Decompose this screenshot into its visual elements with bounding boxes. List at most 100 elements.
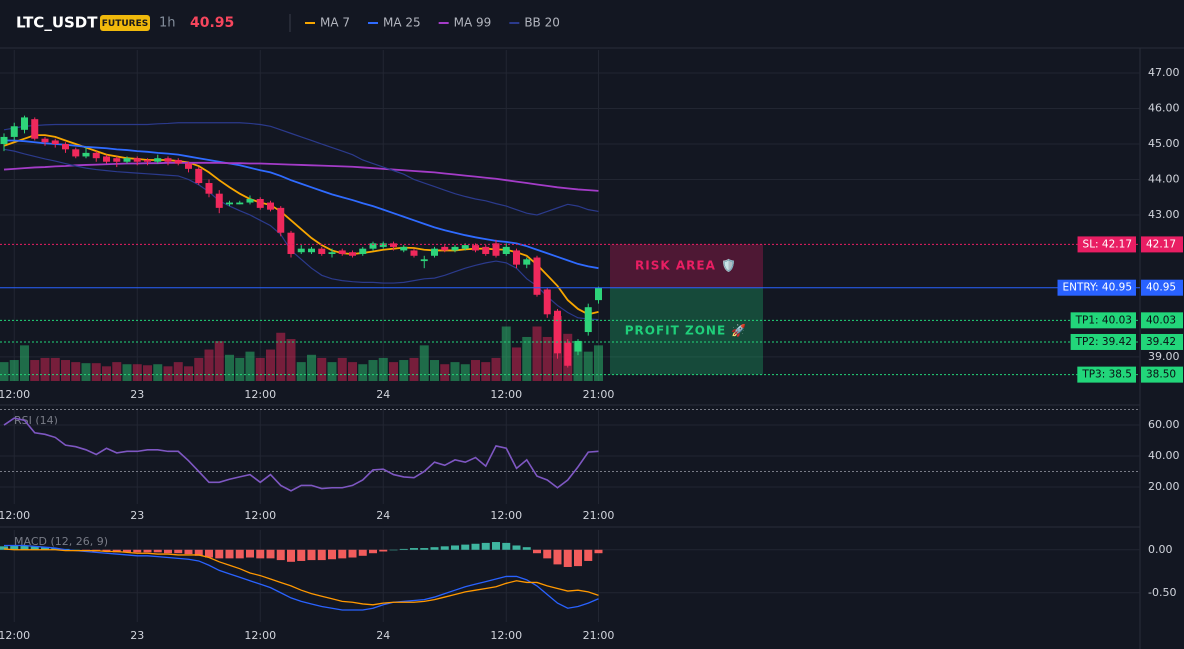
- candle-body: [564, 342, 572, 366]
- histogram-bar: [194, 549, 203, 556]
- histogram-bar: [440, 546, 449, 550]
- histogram-bar: [153, 549, 162, 553]
- histogram-bar: [297, 549, 306, 561]
- candle-body: [318, 248, 326, 254]
- y-tick-label: -0.50: [1148, 586, 1176, 599]
- x-tick-label: 12:00: [490, 509, 522, 522]
- volume-bar: [471, 360, 480, 381]
- candle-body: [144, 159, 151, 162]
- x-tick-label: 12:00: [490, 388, 522, 401]
- x-tick-label: 12:00: [244, 629, 276, 642]
- histogram-bar: [328, 549, 336, 560]
- volume-bar: [583, 351, 593, 381]
- histogram-bar: [543, 549, 552, 559]
- volume-bar: [255, 357, 265, 381]
- histogram-bar: [574, 549, 582, 567]
- level-tag-bg: [1070, 312, 1136, 329]
- histogram-bar: [246, 549, 254, 558]
- histogram-bar: [102, 549, 111, 552]
- volume-bar: [348, 362, 357, 381]
- candle-body: [379, 243, 387, 247]
- candle-body: [482, 246, 490, 254]
- histogram-bar: [553, 549, 562, 565]
- volume-bar: [112, 362, 122, 381]
- candle-body: [92, 152, 100, 159]
- histogram-bar: [0, 546, 8, 550]
- x-tick-label: 12:00: [0, 509, 30, 522]
- histogram-bar: [348, 549, 357, 558]
- volume-bar: [153, 364, 163, 381]
- volume-bar: [61, 360, 70, 381]
- ma-line: [3, 161, 599, 192]
- histogram-bar: [215, 549, 224, 559]
- candle-body: [246, 199, 254, 203]
- volume-bar: [0, 362, 9, 381]
- histogram-bar: [502, 542, 511, 550]
- last-price: 40.95: [190, 15, 234, 31]
- interval: 1h: [159, 16, 176, 31]
- volume-bar: [542, 336, 552, 381]
- candle-body: [123, 158, 131, 162]
- y-tick-label: 44.00: [1148, 172, 1180, 185]
- volume-bar: [594, 345, 603, 381]
- candle-body: [41, 138, 49, 143]
- candle-body: [51, 140, 59, 145]
- volume-bar: [194, 357, 204, 381]
- candle-body: [441, 246, 449, 251]
- histogram-bar: [420, 548, 429, 550]
- histogram-bar: [594, 549, 603, 554]
- level-tag: TP2: 39.42: [1075, 336, 1132, 348]
- volume-bar: [512, 347, 521, 381]
- y-tick-label: 46.00: [1148, 102, 1180, 115]
- candle-body: [297, 248, 305, 253]
- volume-bar: [409, 357, 419, 381]
- volume-bar: [9, 360, 19, 381]
- histogram-bar: [225, 549, 234, 559]
- y-tick-label: 43.00: [1148, 208, 1180, 221]
- candle-body: [215, 193, 223, 208]
- level-price-bg: [1141, 312, 1183, 329]
- y-tick-label: 45.00: [1148, 137, 1180, 150]
- candle-body: [584, 307, 592, 333]
- level-tag: ENTRY: 40.95: [1063, 282, 1132, 294]
- candle-body: [308, 248, 315, 253]
- histogram-bar: [369, 549, 377, 554]
- candle-body: [205, 183, 213, 194]
- candle-body: [256, 199, 264, 208]
- macd-line: [4, 544, 599, 611]
- x-tick-label: 23: [130, 388, 144, 401]
- histogram-bar: [338, 549, 347, 559]
- candle-body: [113, 158, 121, 162]
- volume-bar: [460, 364, 470, 381]
- candle-body: [82, 152, 90, 157]
- x-tick-label: 24: [376, 509, 390, 522]
- volume-bar: [163, 366, 173, 381]
- legend-label: MA 99: [454, 16, 492, 30]
- candle-body: [349, 252, 356, 256]
- histogram-bar: [143, 549, 152, 553]
- level-price-bg: [1141, 366, 1183, 383]
- x-tick-label: 12:00: [244, 509, 276, 522]
- histogram-bar: [399, 548, 408, 550]
- volume-bar: [419, 345, 429, 381]
- level-tag: TP3: 38.5: [1081, 369, 1132, 381]
- volume-bar: [491, 357, 501, 381]
- histogram-bar: [51, 548, 60, 550]
- volume-bar: [378, 357, 388, 381]
- x-tick-label: 21:00: [583, 629, 615, 642]
- x-tick-label: 12:00: [490, 629, 522, 642]
- histogram-bar: [481, 542, 490, 550]
- volume-bar: [204, 349, 214, 381]
- histogram-bar: [522, 547, 531, 550]
- volume-bar: [296, 362, 306, 381]
- legend-label: BB 20: [524, 16, 560, 30]
- level-tag-bg: [1077, 366, 1136, 383]
- signal-line: [3, 548, 599, 606]
- volume-bar: [327, 362, 337, 381]
- histogram-bar: [389, 549, 398, 551]
- candle-body: [185, 163, 192, 169]
- histogram-bar: [123, 549, 131, 553]
- level-tag: SL: 42.17: [1083, 238, 1132, 250]
- candle-body: [420, 259, 428, 262]
